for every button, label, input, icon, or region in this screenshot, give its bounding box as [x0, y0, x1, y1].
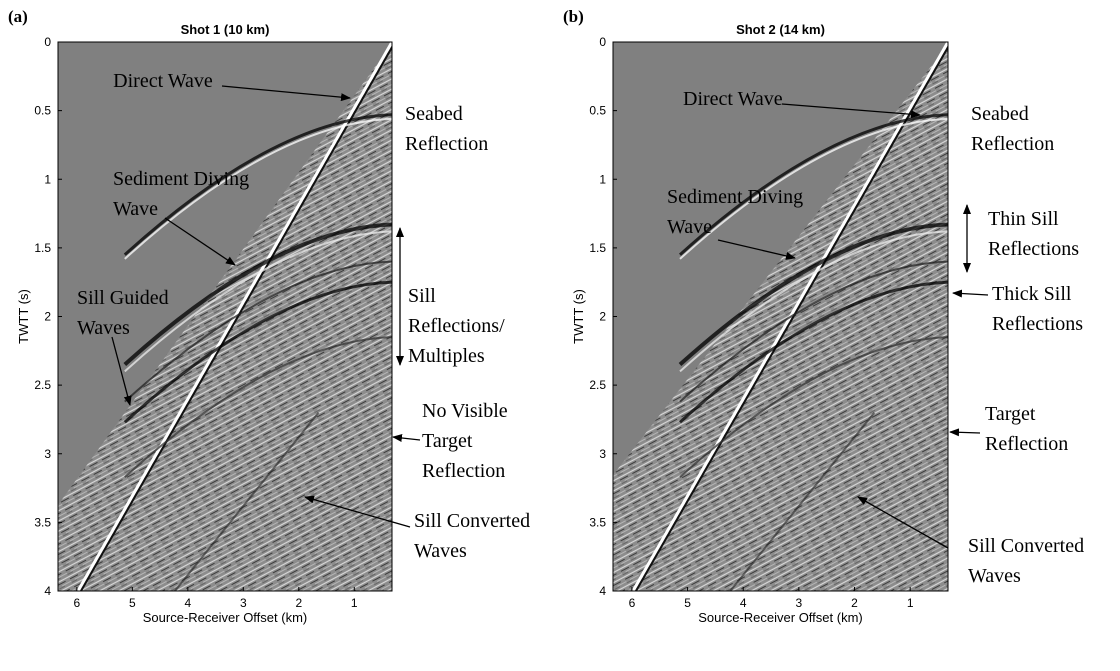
x-tick-label: 5 [129, 596, 136, 610]
y-axis-label: TWTT (s) [571, 289, 586, 344]
annotation: Waves [968, 565, 1021, 587]
annotation: Reflection [422, 460, 505, 482]
reflection [123, 113, 392, 256]
annotation-arrow [952, 289, 989, 298]
y-tick-label: 3.5 [34, 515, 51, 529]
reflection [678, 280, 948, 424]
y-tick-label: 0.5 [34, 104, 51, 118]
annotation: Target [985, 403, 1036, 425]
panel-label: (a) [8, 7, 28, 26]
x-tick-label: 1 [907, 596, 914, 610]
x-tick-label: 2 [295, 596, 302, 610]
x-axis-label: Source-Receiver Offset (km) [143, 610, 307, 625]
x-tick-label: 6 [74, 596, 81, 610]
y-tick-label: 1 [599, 172, 606, 186]
y-tick-label: 1 [44, 172, 51, 186]
y-tick-label: 2.5 [589, 378, 606, 392]
panel-label: (b) [563, 7, 584, 26]
annotation: Multiples [408, 345, 485, 367]
annotation: Reflections [988, 238, 1079, 260]
annotation: Sill [408, 285, 436, 307]
panel-title: Shot 1 (10 km) [181, 22, 270, 37]
annotation: Waves [77, 317, 130, 339]
y-tick-label: 2 [599, 310, 606, 324]
reflection [124, 336, 392, 478]
annotation: No Visible [422, 400, 508, 422]
reflection [678, 222, 948, 367]
annotation-arrow [164, 217, 236, 266]
annotation-arrow [717, 239, 796, 260]
x-tick-label: 6 [629, 596, 636, 610]
annotation: Sill Converted [968, 535, 1084, 557]
reflection [679, 117, 948, 260]
y-tick-label: 0.5 [589, 104, 606, 118]
y-tick-label: 1.5 [34, 241, 51, 255]
reflection [124, 117, 392, 260]
annotation: Seabed [971, 103, 1029, 125]
annotation-arrow [781, 103, 921, 119]
annotation: Seabed [405, 103, 463, 125]
wavefield [58, 42, 392, 591]
seismic-image [58, 42, 392, 591]
direct-wave [80, 45, 392, 591]
y-tick-label: 2 [44, 310, 51, 324]
reflection [679, 260, 948, 403]
annotation: Thin Sill [988, 208, 1059, 230]
annotation: Direct Wave [113, 70, 213, 92]
annotation-arrow [392, 434, 421, 442]
annotation: Sediment Diving [667, 186, 803, 208]
reflection [123, 222, 392, 367]
reflection [124, 230, 392, 373]
annotation: Sediment Diving [113, 168, 249, 190]
x-tick-label: 1 [351, 596, 358, 610]
converted-wave [729, 411, 876, 591]
y-tick-label: 3 [599, 447, 606, 461]
y-tick-label: 0 [599, 35, 606, 49]
annotation: Sill Guided [77, 287, 169, 309]
annotation-arrow [949, 428, 981, 437]
y-tick-label: 1.5 [589, 241, 606, 255]
y-tick-label: 2.5 [34, 378, 51, 392]
annotation-arrow [111, 336, 132, 406]
reflection [123, 280, 392, 424]
annotation: Reflections/ [408, 315, 505, 337]
annotation-arrow [857, 496, 949, 549]
x-tick-label: 5 [684, 596, 691, 610]
annotation: Waves [414, 540, 467, 562]
direct-wave [635, 45, 948, 591]
annotation-arrow [221, 85, 351, 102]
panel-title: Shot 2 (14 km) [736, 22, 825, 37]
y-tick-label: 3 [44, 447, 51, 461]
y-axis-label: TWTT (s) [16, 289, 31, 344]
y-tick-label: 0 [44, 35, 51, 49]
wavefield [613, 42, 948, 591]
y-tick-label: 4 [44, 584, 51, 598]
annotation: Wave [113, 198, 158, 220]
x-axis-label: Source-Receiver Offset (km) [698, 610, 862, 625]
x-tick-label: 4 [740, 596, 747, 610]
x-tick-label: 3 [796, 596, 803, 610]
annotation: Reflection [985, 433, 1068, 455]
x-tick-label: 4 [184, 596, 191, 610]
annotation: Sill Converted [414, 510, 530, 532]
annotation: Target [422, 430, 473, 452]
annotation: Reflection [405, 133, 488, 155]
annotation-arrow [304, 495, 411, 528]
annotation: Thick Sill [992, 283, 1072, 305]
reflection [679, 230, 948, 373]
converted-wave [174, 411, 320, 591]
x-tick-label: 2 [851, 596, 858, 610]
annotation: Reflections [992, 313, 1083, 335]
y-tick-label: 3.5 [589, 515, 606, 529]
x-tick-label: 3 [240, 596, 247, 610]
y-tick-label: 4 [599, 584, 606, 598]
reflection [679, 336, 948, 478]
seismic-image [613, 42, 948, 591]
annotation: Reflection [971, 133, 1054, 155]
annotation: Direct Wave [683, 88, 783, 110]
reflection [124, 260, 392, 403]
annotation: Wave [667, 216, 712, 238]
